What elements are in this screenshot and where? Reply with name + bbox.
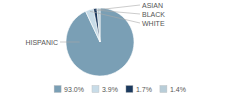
legend-item: 1.7%	[126, 86, 152, 93]
legend-swatch	[126, 86, 133, 93]
legend-item: 93.0%	[54, 86, 84, 93]
annotation: HISPANIC	[25, 39, 58, 46]
legend-label: 1.7%	[136, 86, 152, 93]
legend-label: 1.4%	[170, 86, 186, 93]
annotations: HISPANIC ASIAN BLACK WHITE	[25, 2, 165, 46]
legend-item: 3.9%	[92, 86, 118, 93]
legend-swatch	[54, 86, 61, 93]
pie-slice	[86, 9, 100, 42]
leader-line	[99, 5, 140, 10]
legend-swatch	[160, 86, 167, 93]
annotation: BLACK	[142, 11, 165, 18]
annotation: ASIAN	[142, 2, 163, 9]
legend-item: 1.4%	[160, 86, 186, 93]
leader-line	[95, 10, 140, 14]
chart: HISPANIC ASIAN BLACK WHITE 93.0% 3.9% 1.7% 1.4%	[0, 0, 240, 100]
leader-line	[60, 42, 80, 43]
legend-swatch	[92, 86, 99, 93]
leader-line	[90, 11, 140, 23]
legend-label: 3.9%	[102, 86, 118, 93]
legend: 93.0% 3.9% 1.7% 1.4%	[54, 86, 186, 93]
annotation: WHITE	[142, 20, 165, 27]
legend-label: 93.0%	[64, 86, 84, 93]
